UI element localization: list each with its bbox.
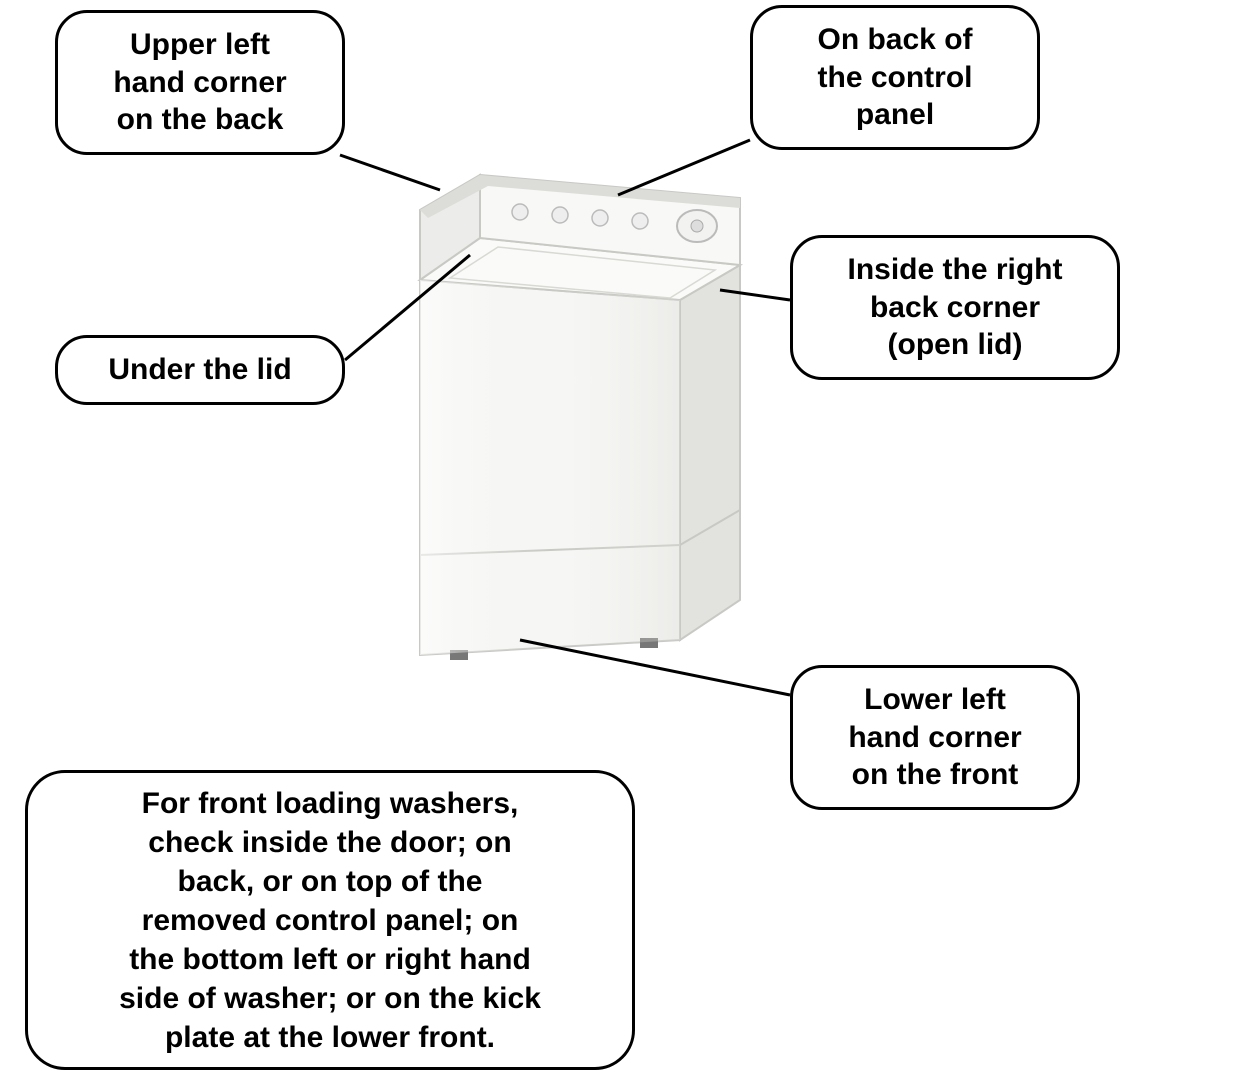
callout-text: On back ofthe controlpanel — [817, 21, 972, 134]
callout-back-control-panel: On back ofthe controlpanel — [750, 5, 1040, 150]
note-text: For front loading washers,check inside t… — [119, 784, 541, 1057]
callout-upper-left-back: Upper lefthand corneron the back — [55, 10, 345, 155]
callout-inside-right-back: Inside the rightback corner(open lid) — [790, 235, 1120, 380]
callout-under-lid: Under the lid — [55, 335, 345, 405]
callout-text: Inside the rightback corner(open lid) — [847, 251, 1062, 364]
callout-text: Upper lefthand corneron the back — [113, 26, 286, 139]
front-loader-note: For front loading washers,check inside t… — [25, 770, 635, 1070]
callout-text: Lower lefthand corneron the front — [848, 681, 1021, 794]
callout-text: Under the lid — [108, 351, 291, 389]
callout-lower-left-front: Lower lefthand corneron the front — [790, 665, 1080, 810]
